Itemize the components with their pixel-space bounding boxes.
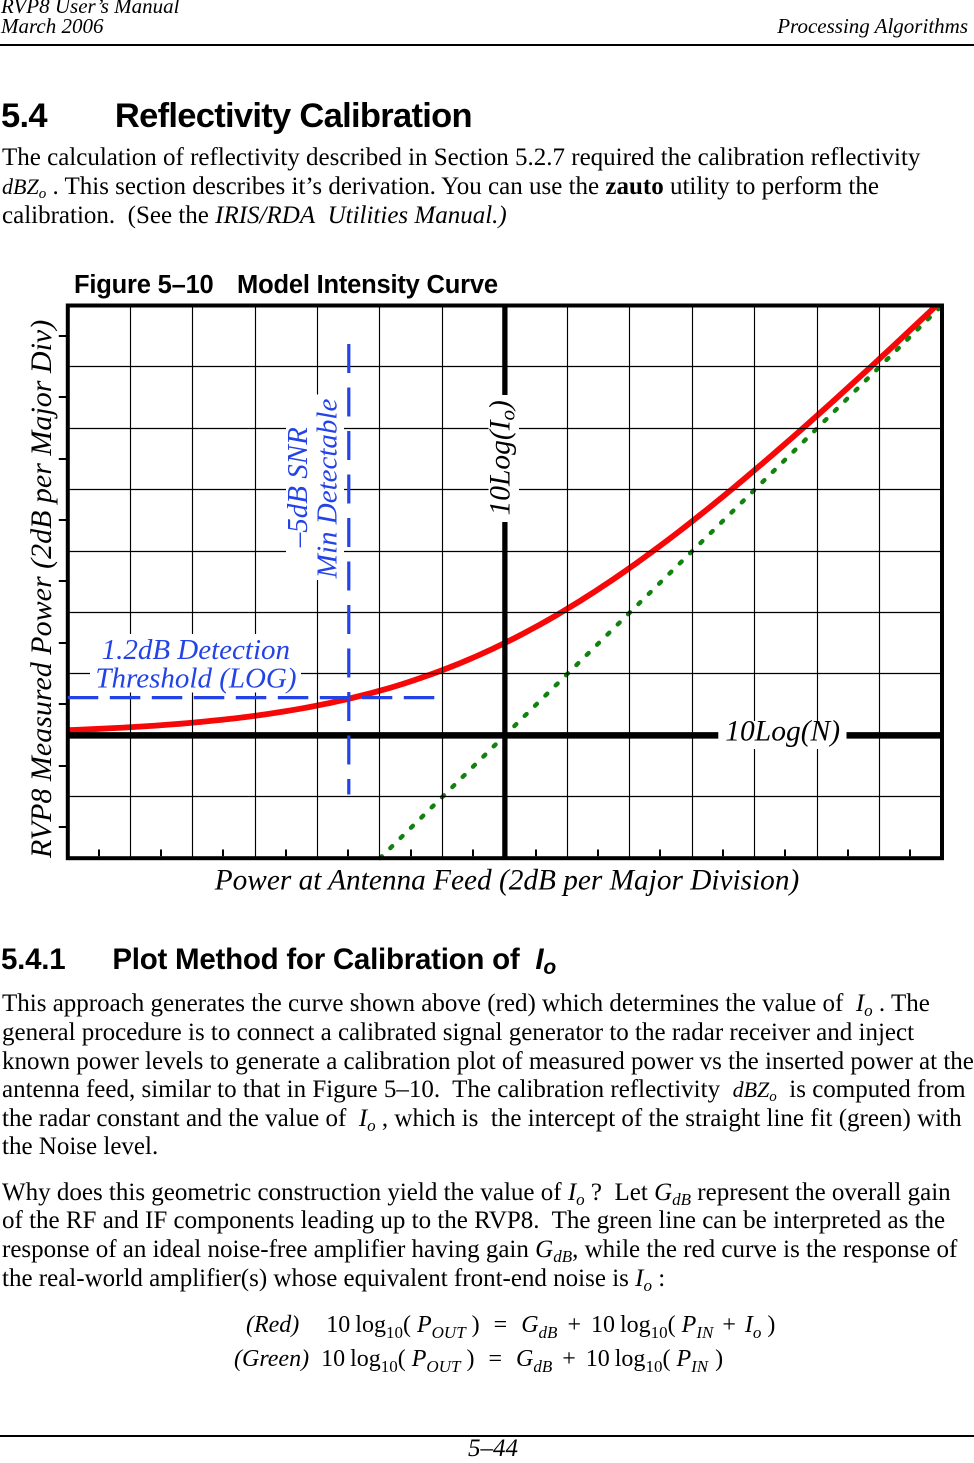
svg-text:10Log(N): 10Log(N) <box>725 716 840 748</box>
svg-text:1.2dB Detection: 1.2dB Detection <box>102 634 290 666</box>
svg-text:Min Detectable: Min Detectable <box>312 399 344 580</box>
svg-text:Power at Antenna Feed (2dB per: Power at Antenna Feed (2dB per Major Div… <box>214 865 799 897</box>
svg-text:RVP8 Measured Power (2dB per M: RVP8 Measured Power (2dB per Major Div) <box>25 320 58 859</box>
svg-text:–5dB SNR: –5dB SNR <box>282 427 314 548</box>
svg-text:Threshold (LOG): Threshold (LOG) <box>95 662 296 694</box>
